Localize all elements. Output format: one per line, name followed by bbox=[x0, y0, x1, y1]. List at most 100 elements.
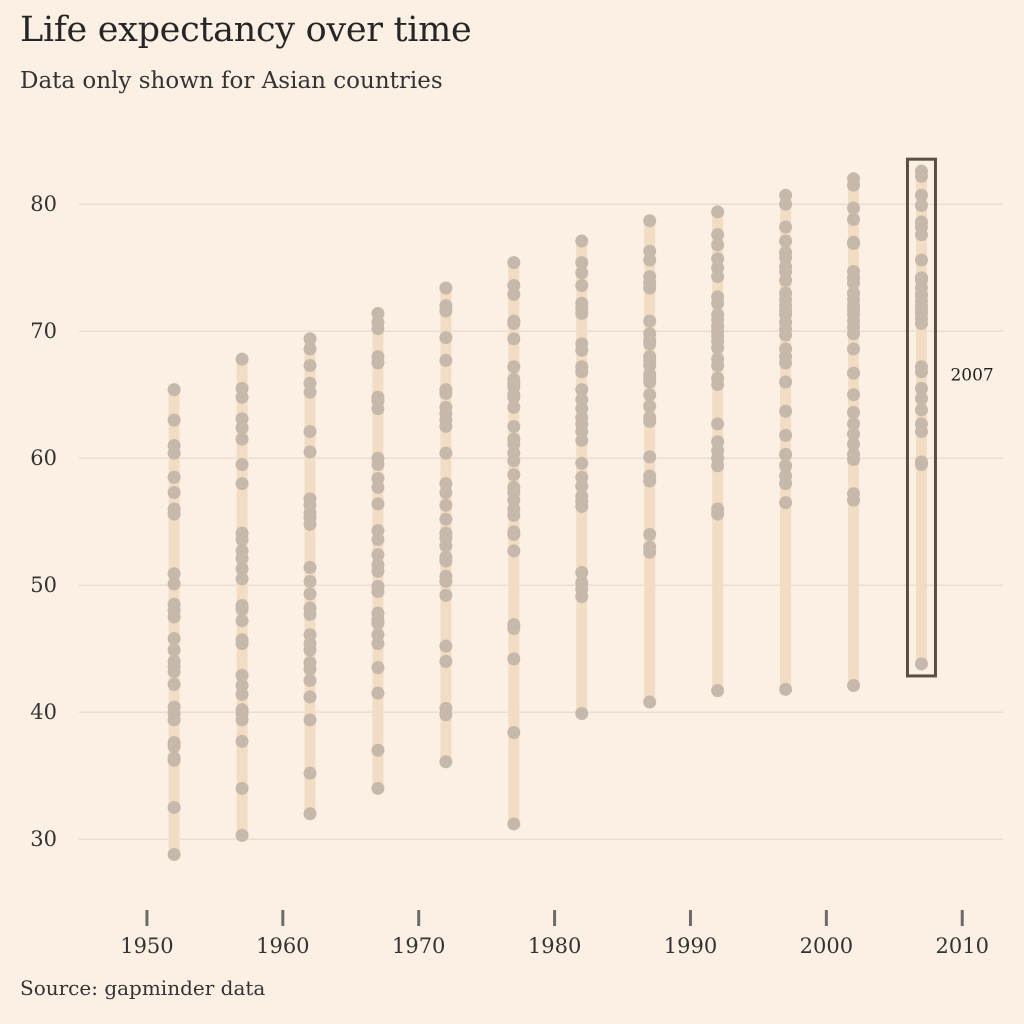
data-point-1982-25 bbox=[575, 278, 589, 292]
data-point-1982-24 bbox=[575, 296, 589, 310]
data-point-1952-0 bbox=[167, 847, 181, 861]
data-point-1972-14 bbox=[439, 498, 453, 512]
annotation-label: 2007 bbox=[950, 366, 993, 386]
data-point-1957-5 bbox=[235, 703, 249, 717]
data-point-1967-15 bbox=[371, 524, 385, 538]
data-point-1957-11 bbox=[235, 614, 249, 628]
data-point-1957-13 bbox=[235, 599, 249, 613]
data-point-1972-12 bbox=[439, 526, 453, 540]
data-point-1962-22 bbox=[303, 385, 317, 399]
data-point-1957-6 bbox=[235, 687, 249, 701]
data-point-1977-24 bbox=[507, 372, 521, 386]
data-point-1982-15 bbox=[575, 402, 589, 416]
data-point-1957-24 bbox=[235, 412, 249, 426]
data-point-1967-0 bbox=[371, 781, 385, 795]
data-point-1992-9 bbox=[711, 371, 725, 385]
data-point-1972-24 bbox=[439, 353, 453, 367]
data-point-1977-19 bbox=[507, 400, 521, 414]
data-point-1997-1 bbox=[779, 496, 793, 510]
data-point-1977-15 bbox=[507, 446, 521, 460]
x-tick-label-1980: 1980 bbox=[528, 934, 581, 958]
data-point-1987-6 bbox=[643, 450, 657, 464]
data-point-1977-0 bbox=[507, 817, 521, 831]
data-point-1962-3 bbox=[303, 690, 317, 704]
data-point-1987-2 bbox=[643, 540, 657, 554]
data-point-1957-15 bbox=[235, 562, 249, 576]
data-point-1952-19 bbox=[167, 567, 181, 581]
data-point-1962-21 bbox=[303, 425, 317, 439]
data-point-1952-18 bbox=[167, 577, 181, 591]
data-point-1992-11 bbox=[711, 352, 725, 366]
data-point-1997-7 bbox=[779, 404, 793, 418]
data-point-1957-26 bbox=[235, 381, 249, 395]
data-point-1962-24 bbox=[303, 358, 317, 372]
data-point-1967-5 bbox=[371, 628, 385, 642]
data-point-2007-9 bbox=[914, 360, 928, 374]
data-point-1982-11 bbox=[575, 433, 589, 447]
data-point-2007-5 bbox=[914, 403, 928, 417]
data-point-1962-14 bbox=[303, 560, 317, 574]
data-point-1997-3 bbox=[779, 469, 793, 483]
data-point-2002-4 bbox=[847, 447, 861, 461]
data-point-2007-2 bbox=[914, 455, 928, 469]
data-point-1972-28 bbox=[439, 281, 453, 295]
data-point-1952-3 bbox=[167, 751, 181, 765]
data-point-1972-13 bbox=[439, 512, 453, 526]
data-point-1987-10 bbox=[643, 388, 657, 402]
y-tick-label-80: 80 bbox=[30, 192, 57, 216]
data-point-1977-9 bbox=[507, 502, 521, 516]
data-point-1972-15 bbox=[439, 485, 453, 499]
data-point-1982-9 bbox=[575, 470, 589, 484]
data-point-1962-20 bbox=[303, 445, 317, 459]
range-bar-layer bbox=[168, 165, 927, 860]
data-point-1967-28 bbox=[371, 306, 385, 320]
data-point-1982-27 bbox=[575, 256, 589, 270]
data-point-1972-16 bbox=[439, 477, 453, 491]
data-point-1952-1 bbox=[167, 800, 181, 814]
data-point-1967-17 bbox=[371, 480, 385, 494]
data-point-1977-2 bbox=[507, 652, 521, 666]
axis-layer: 30 40 50 60 70 80 1950 1960 1970 1980 1990 2000 2010 bbox=[30, 192, 989, 958]
data-point-1962-13 bbox=[303, 574, 317, 588]
data-point-1992-24 bbox=[711, 238, 725, 252]
data-point-1952-17 bbox=[167, 597, 181, 611]
data-point-1967-16 bbox=[371, 497, 385, 511]
data-point-1987-16 bbox=[643, 350, 657, 364]
data-point-1962-23 bbox=[303, 376, 317, 390]
data-point-1997-24 bbox=[779, 245, 793, 259]
data-point-2002-6 bbox=[847, 427, 861, 441]
data-point-2007-27 bbox=[914, 188, 928, 202]
data-point-1977-7 bbox=[507, 525, 521, 539]
data-point-1997-5 bbox=[779, 447, 793, 461]
y-tick-label-50: 50 bbox=[30, 573, 57, 597]
data-point-1992-6 bbox=[711, 435, 725, 449]
data-point-1992-23 bbox=[711, 252, 725, 266]
data-point-1967-23 bbox=[371, 390, 385, 404]
data-point-1982-16 bbox=[575, 393, 589, 407]
data-point-1957-10 bbox=[235, 633, 249, 647]
data-point-1982-17 bbox=[575, 383, 589, 397]
data-point-1957-21 bbox=[235, 458, 249, 472]
chart-subtitle: Data only shown for Asian countries bbox=[20, 68, 443, 94]
data-point-1957-14 bbox=[235, 572, 249, 586]
data-point-1957-17 bbox=[235, 544, 249, 558]
data-point-1992-20 bbox=[711, 290, 725, 304]
data-point-1977-26 bbox=[507, 332, 521, 346]
data-point-2002-8 bbox=[847, 405, 861, 419]
data-point-1972-2 bbox=[439, 701, 453, 715]
data-point-1997-11 bbox=[779, 342, 793, 356]
data-point-1957-0 bbox=[235, 828, 249, 842]
data-point-1967-10 bbox=[371, 579, 385, 593]
annotation-layer: 2007 bbox=[905, 157, 994, 678]
data-point-1982-19 bbox=[575, 360, 589, 374]
data-point-1982-26 bbox=[575, 266, 589, 280]
data-point-1982-3 bbox=[575, 576, 589, 590]
data-point-1982-28 bbox=[575, 234, 589, 248]
data-point-2007-21 bbox=[914, 271, 928, 285]
data-point-1957-19 bbox=[235, 526, 249, 540]
data-point-1962-12 bbox=[303, 587, 317, 601]
data-point-1957-7 bbox=[235, 679, 249, 693]
data-point-1987-24 bbox=[643, 253, 657, 267]
data-point-2007-26 bbox=[914, 198, 928, 212]
data-point-1997-25 bbox=[779, 234, 793, 248]
